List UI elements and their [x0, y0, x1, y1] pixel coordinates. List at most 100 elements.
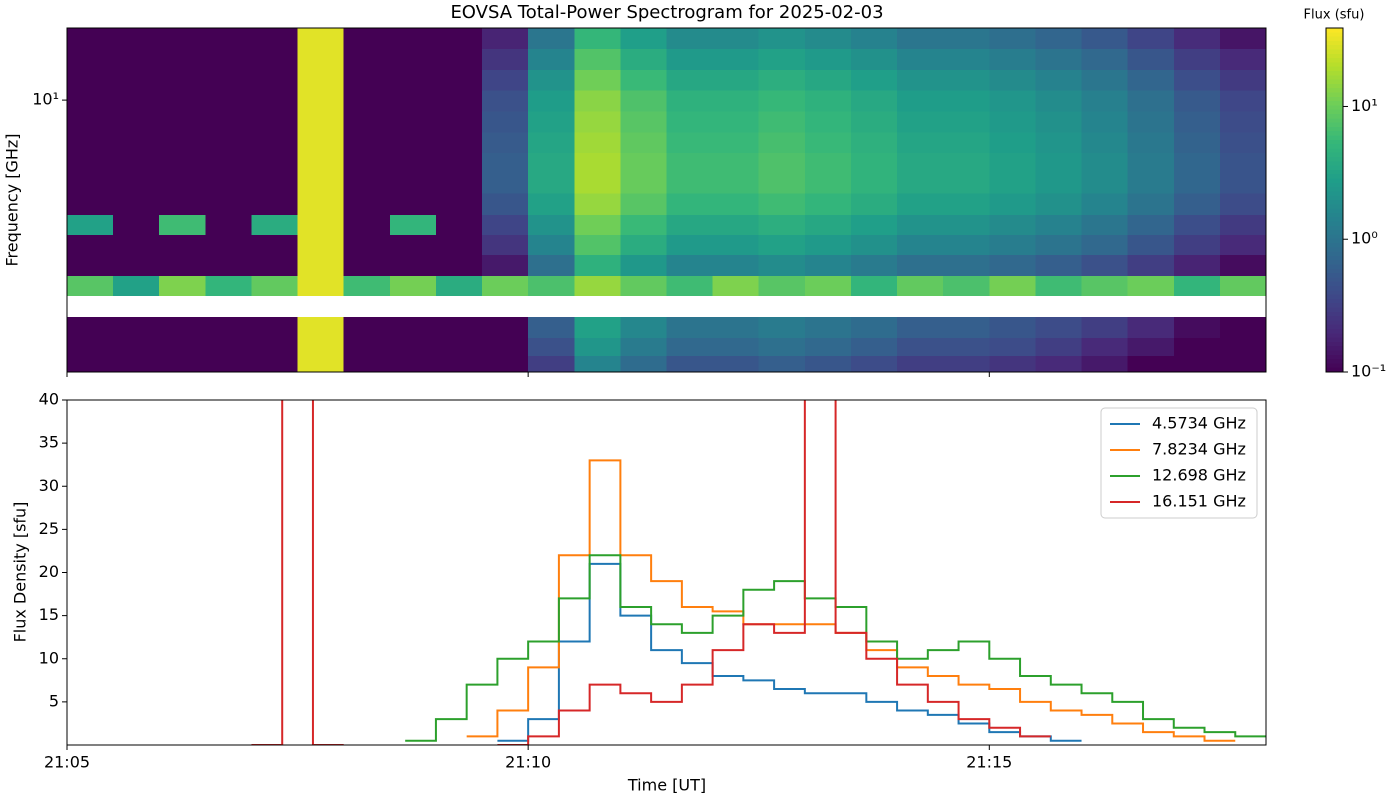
- colorbar-segment: [1326, 66, 1343, 72]
- heatmap-cell: [159, 69, 206, 91]
- colorbar-segment: [1326, 294, 1343, 300]
- heatmap-cell: [850, 234, 898, 256]
- heatmap-cell: [1127, 355, 1175, 372]
- heatmap-cell: [67, 355, 114, 372]
- series-line: [251, 400, 344, 745]
- heatmap-cell: [989, 316, 1036, 338]
- heatmap-cell: [389, 355, 437, 372]
- colorbar-segment: [1326, 122, 1343, 128]
- heatmap-cell: [1127, 69, 1175, 91]
- heatmap-cell: [1035, 355, 1083, 372]
- heatmap-cell: [205, 337, 252, 357]
- colorbar-segment: [1326, 32, 1343, 38]
- heatmap-cell: [620, 254, 667, 277]
- colorbar-segment: [1326, 333, 1343, 339]
- heatmap-cell: [1173, 316, 1221, 338]
- heatmap-cell: [758, 48, 806, 70]
- heatmap-cell: [712, 214, 760, 236]
- heatmap-cell: [343, 275, 391, 296]
- colorbar-segment: [1326, 131, 1343, 137]
- heatmap-cell: [666, 254, 714, 277]
- heatmap-cell: [666, 316, 714, 338]
- heatmap-cell: [1173, 254, 1221, 277]
- heatmap-cell: [1127, 152, 1175, 174]
- colorbar-tick-label: 10⁻¹: [1351, 362, 1386, 381]
- y-tick-label: 30: [39, 476, 59, 495]
- heatmap-cell: [343, 193, 391, 216]
- heatmap-cell: [482, 89, 529, 112]
- heatmap-cell: [435, 355, 483, 372]
- heatmap-cell: [989, 131, 1036, 153]
- heatmap-cell: [482, 355, 529, 372]
- colorbar-segment: [1326, 324, 1343, 330]
- heatmap-cell: [1127, 48, 1175, 70]
- heatmap-cell: [712, 275, 760, 296]
- heatmap-cell: [758, 214, 806, 236]
- colorbar-segment: [1326, 290, 1343, 296]
- colorbar-segment: [1326, 367, 1343, 373]
- heatmap-cell: [1127, 193, 1175, 216]
- heatmap-cell: [1081, 28, 1129, 49]
- heatmap-cell: [113, 316, 160, 338]
- heatmap-cell: [528, 89, 575, 112]
- colorbar-segment: [1326, 165, 1343, 171]
- heatmap-cell: [67, 254, 114, 277]
- heatmap-cell: [712, 69, 760, 91]
- heatmap-cell: [850, 69, 898, 91]
- heatmap-cell: [482, 28, 529, 49]
- heatmap-cell: [389, 254, 437, 277]
- heatmap-cell: [620, 172, 667, 194]
- heatmap-cell: [1127, 234, 1175, 256]
- heatmap-cell: [159, 355, 206, 372]
- heatmap-cell: [989, 193, 1036, 216]
- heatmap-cell: [251, 355, 299, 372]
- colorbar-segment: [1326, 174, 1343, 180]
- colorbar-segment: [1326, 260, 1343, 266]
- heatmap-cell: [574, 254, 621, 277]
- heatmap-cell: [850, 152, 898, 174]
- colorbar-segment: [1326, 329, 1343, 334]
- heatmap-cell: [67, 172, 114, 194]
- heatmap-cell: [1035, 337, 1083, 357]
- heatmap-cell: [1219, 214, 1266, 236]
- heatmap-cell: [1127, 172, 1175, 194]
- colorbar-segment: [1326, 75, 1343, 81]
- heatmap-cell: [528, 131, 575, 153]
- heatmap-cell: [1173, 355, 1221, 372]
- heatmap-cell: [528, 172, 575, 194]
- colorbar-segment: [1326, 148, 1343, 154]
- heatmap-cell: [251, 172, 299, 194]
- heatmap-cell: [897, 337, 944, 357]
- y-tick-label: 10¹: [32, 90, 59, 109]
- y-tick-label: 35: [39, 433, 59, 452]
- heatmap-cell: [482, 214, 529, 236]
- heatmap-cell: [251, 193, 299, 216]
- x-tick-label: 21:05: [44, 753, 90, 772]
- heatmap-cell: [666, 110, 714, 133]
- colorbar-segment: [1326, 255, 1343, 261]
- heatmap-cell: [897, 69, 944, 91]
- colorbar-segment: [1326, 178, 1343, 184]
- heatmap-cell: [943, 337, 990, 357]
- heatmap-cell: [943, 275, 990, 296]
- heatmap-cell: [1127, 28, 1175, 49]
- heatmap-cell: [389, 234, 437, 256]
- colorbar-segment: [1326, 243, 1343, 248]
- heatmap-cell: [1173, 172, 1221, 194]
- heatmap-cell: [804, 152, 852, 174]
- heatmap-cell: [1035, 89, 1083, 112]
- y-axis-label: Flux Density [sfu]: [11, 502, 30, 643]
- heatmap-cell: [712, 131, 760, 153]
- heatmap-cell: [989, 214, 1036, 236]
- heatmap-cell: [989, 48, 1036, 70]
- heatmap-cell: [113, 172, 160, 194]
- heatmap-cell: [574, 193, 621, 216]
- heatmap-cell: [482, 275, 529, 296]
- heatmap-cell: [943, 28, 990, 49]
- heatmap-cell: [343, 214, 391, 236]
- heatmap-cell: [389, 337, 437, 357]
- heatmap-cell: [482, 152, 529, 174]
- colorbar-segment: [1326, 88, 1343, 94]
- heatmap-cell: [67, 234, 114, 256]
- heatmap-cell: [712, 234, 760, 256]
